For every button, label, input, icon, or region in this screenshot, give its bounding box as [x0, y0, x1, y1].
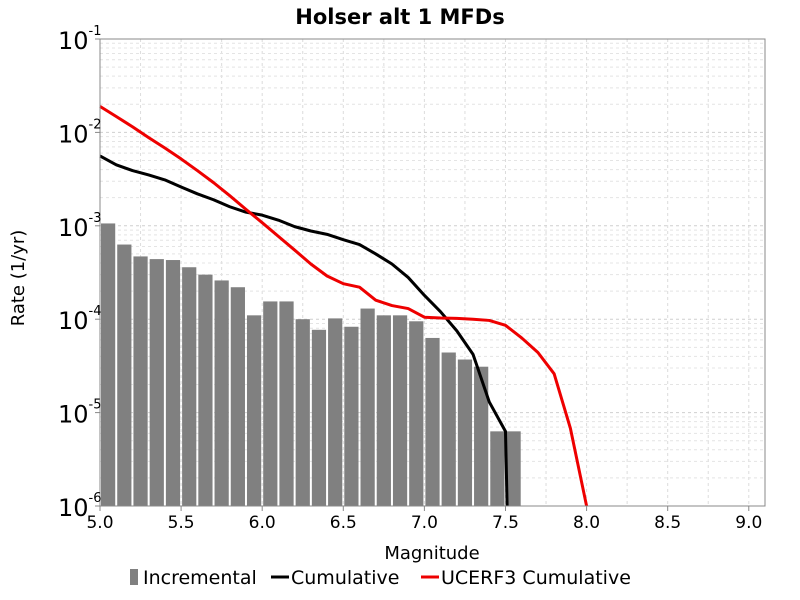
incremental-bar [409, 321, 424, 506]
incremental-bar [279, 301, 294, 506]
cumulative-line [99, 154, 509, 507]
incremental-bar [101, 223, 116, 506]
x-axis-label: Magnitude [384, 543, 479, 564]
y-tick-label: 10-5 [58, 398, 102, 429]
incremental-bar [506, 431, 521, 506]
incremental-bar [149, 259, 164, 506]
x-tick-label: 8.0 [573, 513, 600, 533]
incremental-bar [133, 256, 148, 506]
x-tick-label: 7.5 [492, 513, 519, 533]
x-tick-label: 9.0 [735, 513, 762, 533]
incremental-bar [117, 244, 132, 506]
incremental-bar [198, 274, 213, 506]
plot-frame [99, 38, 766, 507]
incremental-bar [230, 287, 245, 506]
incremental-bar [311, 329, 327, 506]
chart-title: Holser alt 1 MFDs [295, 5, 504, 29]
incremental-bar [295, 319, 310, 506]
incremental-bar [425, 337, 440, 506]
legend-label: Incremental [143, 567, 257, 589]
x-tick-label: 6.5 [330, 513, 357, 533]
legend-swatch-incremental [130, 569, 138, 585]
y-tick-label: 10-6 [58, 491, 102, 522]
y-tick-label: 10-1 [58, 24, 102, 55]
incremental-bar [246, 315, 262, 506]
incremental-bar [490, 431, 505, 506]
incremental-bar [328, 318, 343, 506]
y-tick-label: 10-4 [58, 304, 102, 335]
incremental-bar [263, 301, 278, 506]
incremental-bar [360, 308, 375, 506]
x-tick-label: 8.5 [654, 513, 681, 533]
incremental-bar [474, 366, 489, 506]
y-axis-ticks: 10-1 10-2 10-3 10-4 10-5 10-6 [58, 24, 102, 522]
y-axis-label: Rate (1/yr) [8, 230, 29, 327]
y-tick-label: 10-2 [58, 117, 102, 148]
cumulative-lines [99, 105, 589, 507]
incremental-bar [182, 267, 197, 506]
incremental-bar [441, 352, 456, 506]
ucerf3-cumulative-line [99, 105, 589, 507]
x-tick-label: 7.0 [411, 513, 438, 533]
incremental-bar [344, 326, 359, 506]
incremental-bars [101, 223, 521, 506]
incremental-bar [165, 260, 181, 506]
incremental-bar [214, 280, 229, 506]
incremental-bar [392, 315, 408, 506]
legend-label: UCERF3 Cumulative [441, 567, 631, 589]
x-tick-label: 5.5 [168, 513, 195, 533]
incremental-bar [457, 359, 473, 506]
legend-label: Cumulative [291, 567, 399, 589]
legend: Incremental Cumulative UCERF3 Cumulative [130, 567, 631, 589]
x-tick-label: 5.0 [86, 513, 113, 533]
incremental-bar [376, 315, 391, 506]
x-tick-label: 6.0 [249, 513, 276, 533]
x-axis-ticks: 5.0 5.5 6.0 6.5 7.0 7.5 8.0 8.5 9.0 [86, 506, 762, 533]
y-tick-label: 10-3 [58, 211, 102, 242]
